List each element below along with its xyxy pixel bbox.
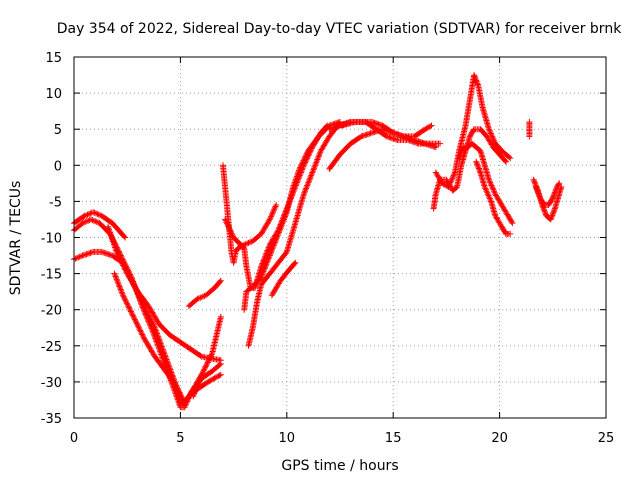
x-tick-label: 10 <box>279 431 296 446</box>
x-tick-label: 25 <box>598 431 615 446</box>
grid <box>74 57 606 418</box>
series-track-r <box>456 140 516 227</box>
point-markers <box>532 180 563 208</box>
point-markers <box>241 119 343 313</box>
series-track-o <box>339 119 443 147</box>
series-track-d <box>111 270 205 407</box>
y-tick-label: -15 <box>41 268 62 283</box>
x-tick-label: 0 <box>70 431 78 446</box>
point-markers <box>268 259 299 299</box>
axis-ticks: 0 5 10 15 20 25 -35 -30 -25 -20 -15 -10 -5 0 5 10 15 <box>41 51 615 446</box>
point-markers <box>111 270 205 407</box>
point-markers <box>185 277 224 310</box>
y-tick-label: 15 <box>45 51 62 66</box>
y-tick-label: -30 <box>41 376 62 391</box>
x-axis-label: GPS time / hours <box>281 458 398 474</box>
series-track-s <box>473 158 514 237</box>
point-markers <box>190 313 224 400</box>
series-track-l <box>268 259 299 299</box>
chart-title: Day 354 of 2022, Sidereal Day-to-day VTE… <box>57 21 622 37</box>
series-track-t <box>526 119 533 140</box>
y-tick-label: -35 <box>41 412 62 427</box>
y-tick-label: 5 <box>54 123 62 138</box>
y-tick-label: -10 <box>41 232 62 247</box>
point-markers <box>526 119 533 140</box>
y-axis-label: SDTVAR / TECUs <box>8 181 24 296</box>
x-tick-label: 20 <box>491 431 508 446</box>
series-track-k <box>245 119 354 349</box>
data-points <box>71 72 565 411</box>
point-markers <box>456 140 516 227</box>
series-track-g <box>190 313 224 400</box>
y-tick-label: 10 <box>45 87 62 102</box>
y-tick-label: 0 <box>54 159 62 174</box>
series-track-e <box>105 223 224 364</box>
y-tick-label: -5 <box>49 195 62 210</box>
x-tick-label: 5 <box>176 431 184 446</box>
point-markers <box>473 158 514 237</box>
point-markers <box>245 119 354 349</box>
series-track-f <box>185 277 224 310</box>
y-tick-label: -20 <box>41 304 62 319</box>
series-track-v <box>532 180 563 208</box>
point-markers <box>339 119 443 147</box>
series-track-j <box>241 119 343 313</box>
x-tick-label: 15 <box>385 431 402 446</box>
y-tick-label: -25 <box>41 340 62 355</box>
point-markers <box>105 223 224 364</box>
